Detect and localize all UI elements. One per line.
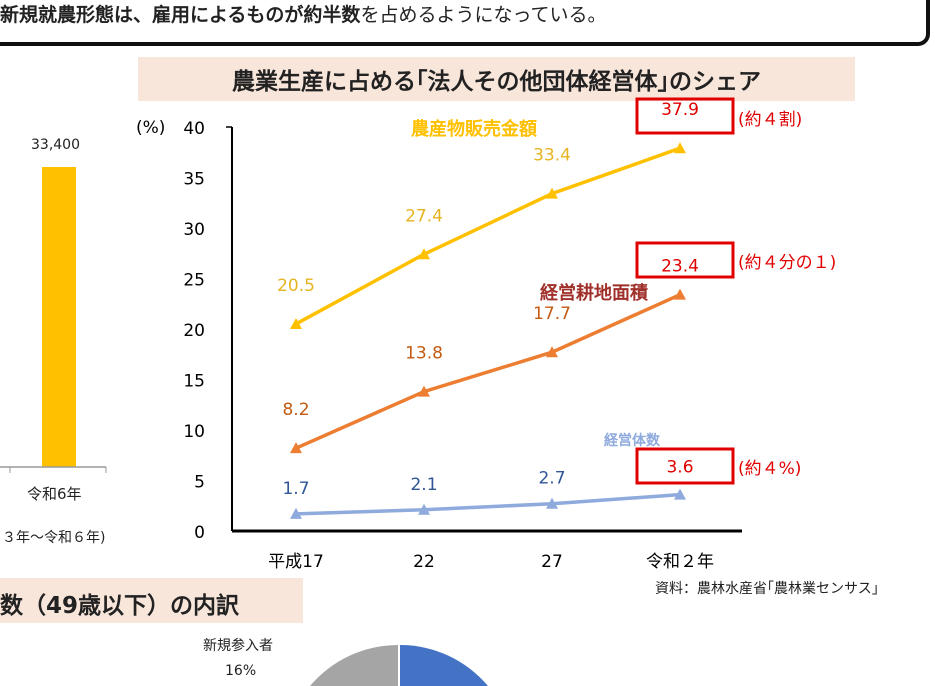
data-point-marker	[418, 503, 430, 515]
summary-banner	[0, 0, 930, 46]
series-line-1	[295, 293, 681, 450]
data-label: 23.4	[661, 257, 699, 277]
pie-slice-employed	[400, 645, 488, 686]
chart-title-background	[138, 57, 855, 101]
series-line-2	[295, 492, 681, 516]
y-tick-label: 10	[183, 422, 205, 442]
data-point-marker	[674, 288, 686, 300]
pie-chart	[310, 645, 488, 686]
data-point-marker	[546, 346, 558, 358]
data-point-marker	[546, 497, 558, 509]
y-axis-unit: (%)	[136, 118, 165, 138]
y-tick-label: 0	[194, 523, 205, 543]
series-name-label: 農産物販売金額	[411, 118, 537, 140]
y-tick-label: 15	[183, 372, 205, 392]
y-tick-label: 30	[183, 220, 205, 240]
summary-bold: 新規就農形態は、雇用によるものが約半数	[0, 4, 361, 26]
data-point-marker	[418, 385, 430, 397]
series-name-label: 経営耕地面積	[540, 282, 649, 304]
source-note: 資料：農林水産省｢農林業センサス｣	[655, 581, 879, 597]
data-point-marker	[674, 488, 686, 500]
highlight-box	[635, 241, 735, 279]
left-bar-chart	[0, 167, 107, 473]
x-tick-label: 令和２年	[646, 552, 714, 572]
summary-text: 新規就農形態は、雇用によるものが約半数を占めるようになっている。	[0, 0, 607, 27]
period-note: ３年～令和６年)	[2, 530, 106, 546]
x-tick-label: 22	[413, 552, 435, 572]
pie-label: 新規参入者	[203, 638, 273, 654]
data-point-marker	[290, 507, 302, 519]
bottom-title-background	[0, 578, 303, 623]
y-tick-label: 20	[183, 321, 205, 341]
y-tick-label: 25	[183, 271, 205, 291]
series-line-0	[295, 146, 681, 326]
data-label: 37.9	[661, 100, 699, 120]
bar-value-label: 33,400	[31, 137, 80, 153]
y-tick-label: 5	[194, 473, 205, 493]
highlight-box	[635, 447, 735, 485]
bar-reiwa6	[42, 167, 76, 467]
x-tick-label: 平成17	[268, 552, 324, 572]
data-label: 13.8	[405, 344, 443, 364]
data-label: 27.4	[405, 206, 443, 226]
data-point-marker	[290, 317, 302, 329]
data-label: 33.4	[533, 146, 571, 166]
y-tick-label: 40	[183, 119, 205, 139]
summary-rest: を占めるようになっている。	[360, 4, 607, 26]
share-annotation: (約４分の１)	[738, 253, 836, 273]
chart-title: 農業生産に占める｢法人その他団体経営体｣のシェア	[232, 69, 761, 95]
bottom-title: 数（49歳以下）の内訳	[0, 593, 240, 619]
data-label: 1.7	[282, 479, 309, 499]
data-point-marker	[674, 142, 686, 154]
data-label: 8.2	[282, 400, 309, 420]
pie-percent: 16%	[225, 663, 257, 679]
share-annotation: (約４割)	[738, 110, 802, 130]
bar-x-label: 令和6年	[27, 485, 82, 503]
data-point-marker	[546, 187, 558, 199]
data-label: 2.1	[410, 475, 437, 495]
data-point-marker	[290, 442, 302, 454]
x-tick-label: 27	[541, 552, 563, 572]
pie-slice-new-entrants	[310, 645, 398, 686]
data-label: 20.5	[277, 276, 315, 296]
data-label: 2.7	[538, 469, 565, 489]
share-annotation: (約４%)	[738, 459, 801, 479]
data-label: 3.6	[666, 458, 693, 478]
series-name-label: 経営体数	[604, 432, 661, 449]
data-label: 17.7	[533, 304, 571, 324]
data-point-marker	[418, 248, 430, 260]
y-tick-label: 35	[183, 170, 205, 190]
highlight-box	[635, 97, 735, 135]
